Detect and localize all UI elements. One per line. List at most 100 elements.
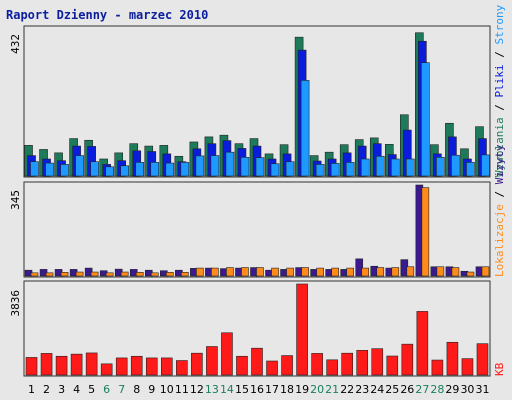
x-label-day-13: 13 [205, 383, 219, 396]
x-label-day-25: 25 [385, 383, 399, 396]
bar-strony-day-4 [75, 155, 84, 177]
bar-strony-day-13 [210, 155, 220, 177]
bar-lokalizacje-day-24 [376, 267, 385, 277]
bar-strony-day-26 [406, 158, 415, 177]
bar-strony-day-11 [180, 162, 190, 177]
x-label-day-15: 15 [235, 383, 249, 396]
bar-kb-day-27 [416, 311, 429, 376]
bar-strony-day-2 [45, 162, 54, 177]
chart-panel-top: 432 Wywołania / Pliki / Strony [9, 4, 506, 178]
legend-entry: / [493, 45, 506, 65]
bar-kb-day-13 [206, 346, 218, 376]
bar-strony-day-6 [105, 166, 114, 177]
bar-strony-day-19 [300, 80, 310, 177]
bar-lokalizacje-day-12 [196, 267, 204, 277]
x-label-day-23: 23 [355, 383, 369, 396]
bar-strony-day-30 [466, 162, 475, 177]
bar-kb-day-23 [356, 350, 369, 376]
bar-kb-day-15 [236, 355, 248, 376]
legend-entry: Wizyty [493, 144, 506, 184]
bar-kb-day-6 [100, 363, 113, 376]
bar-lokalizacje-day-4 [75, 271, 84, 277]
legend-entry: Lokalizacje [493, 204, 506, 277]
bar-strony-day-9 [150, 162, 160, 177]
bar-strony-day-28 [436, 156, 445, 177]
x-label-day-1: 1 [28, 383, 35, 396]
y-max-label: 3836 [9, 290, 22, 317]
bar-lokalizacje-day-6 [105, 272, 114, 277]
bar-kb-day-12 [191, 352, 203, 376]
bar-kb-day-30 [461, 358, 474, 376]
bar-lokalizacje-day-25 [391, 267, 400, 277]
x-label-day-27: 27 [415, 383, 429, 396]
bar-kb-day-9 [145, 357, 158, 376]
legend-middle: Lokalizacje / Wizyty [493, 144, 506, 277]
x-label-day-5: 5 [88, 383, 95, 396]
bar-strony-day-17 [270, 163, 280, 177]
bar-strony-day-8 [135, 162, 145, 177]
bar-kb-day-26 [401, 343, 414, 376]
bar-kb-day-8 [130, 355, 143, 376]
bar-lokalizacje-day-23 [361, 267, 370, 277]
x-label-day-29: 29 [445, 383, 459, 396]
bar-kb-day-3 [55, 355, 68, 376]
bar-strony-day-25 [390, 158, 400, 177]
bar-kb-day-25 [386, 355, 399, 376]
bar-kb-day-4 [70, 353, 83, 376]
bar-lokalizacje-day-2 [45, 272, 54, 277]
bar-lokalizacje-day-1 [30, 272, 39, 277]
chart-panels: 432 Wywołania / Pliki / Strony 345 Lokaliza… [9, 4, 506, 377]
bar-kb-day-31 [476, 343, 489, 376]
legend-entry: Strony [493, 4, 506, 44]
bar-strony-day-5 [90, 161, 99, 177]
x-label-day-21: 21 [325, 383, 339, 396]
x-label-day-22: 22 [340, 383, 354, 396]
bar-strony-day-12 [195, 155, 205, 177]
bar-strony-day-1 [30, 161, 39, 177]
bar-kb-day-21 [326, 359, 338, 376]
x-label-day-8: 8 [133, 383, 140, 396]
x-label-day-17: 17 [265, 383, 279, 396]
bar-lokalizacje-day-28 [436, 266, 445, 277]
bar-lokalizacje-day-27 [421, 187, 430, 277]
chart-panel-bottom: 3836 KB [9, 280, 506, 377]
x-label-day-10: 10 [160, 383, 174, 396]
bar-strony-day-16 [255, 157, 265, 177]
bar-lokalizacje-day-26 [406, 266, 415, 277]
bar-strony-day-20 [315, 164, 325, 177]
bar-lokalizacje-day-9 [150, 272, 159, 277]
bar-kb-day-29 [446, 341, 459, 376]
bar-lokalizacje-day-8 [135, 272, 144, 277]
bar-lokalizacje-day-3 [60, 272, 69, 277]
x-label-day-6: 6 [103, 383, 110, 396]
x-label-day-16: 16 [250, 383, 264, 396]
bar-kb-day-10 [161, 357, 173, 376]
bar-kb-day-2 [40, 353, 53, 376]
bar-kb-day-14 [221, 332, 233, 376]
x-label-day-4: 4 [73, 383, 80, 396]
bar-kb-day-5 [85, 352, 98, 376]
x-label-day-24: 24 [370, 383, 384, 396]
legend-top: Wywołania / Pliki / Strony [493, 4, 506, 177]
legend-entry: / [493, 184, 506, 204]
bar-strony-day-7 [120, 165, 130, 177]
x-label-day-14: 14 [220, 383, 234, 396]
x-label-day-12: 12 [190, 383, 204, 396]
bar-strony-day-15 [240, 156, 250, 177]
bar-kb-day-18 [281, 355, 293, 376]
bar-kb-day-16 [251, 347, 263, 376]
bar-lokalizacje-day-31 [481, 266, 490, 277]
bar-kb-day-24 [371, 348, 384, 376]
bar-lokalizacje-day-10 [166, 272, 174, 277]
x-label-day-30: 30 [460, 383, 474, 396]
bar-strony-day-3 [60, 164, 69, 177]
x-label-day-26: 26 [400, 383, 414, 396]
bar-lokalizacje-day-17 [271, 267, 279, 277]
bar-lokalizacje-day-19 [301, 267, 309, 277]
bar-lokalizacje-day-30 [466, 271, 475, 277]
bar-lokalizacje-day-15 [241, 267, 249, 277]
bar-lokalizacje-day-29 [451, 267, 460, 277]
x-label-day-31: 31 [475, 383, 489, 396]
